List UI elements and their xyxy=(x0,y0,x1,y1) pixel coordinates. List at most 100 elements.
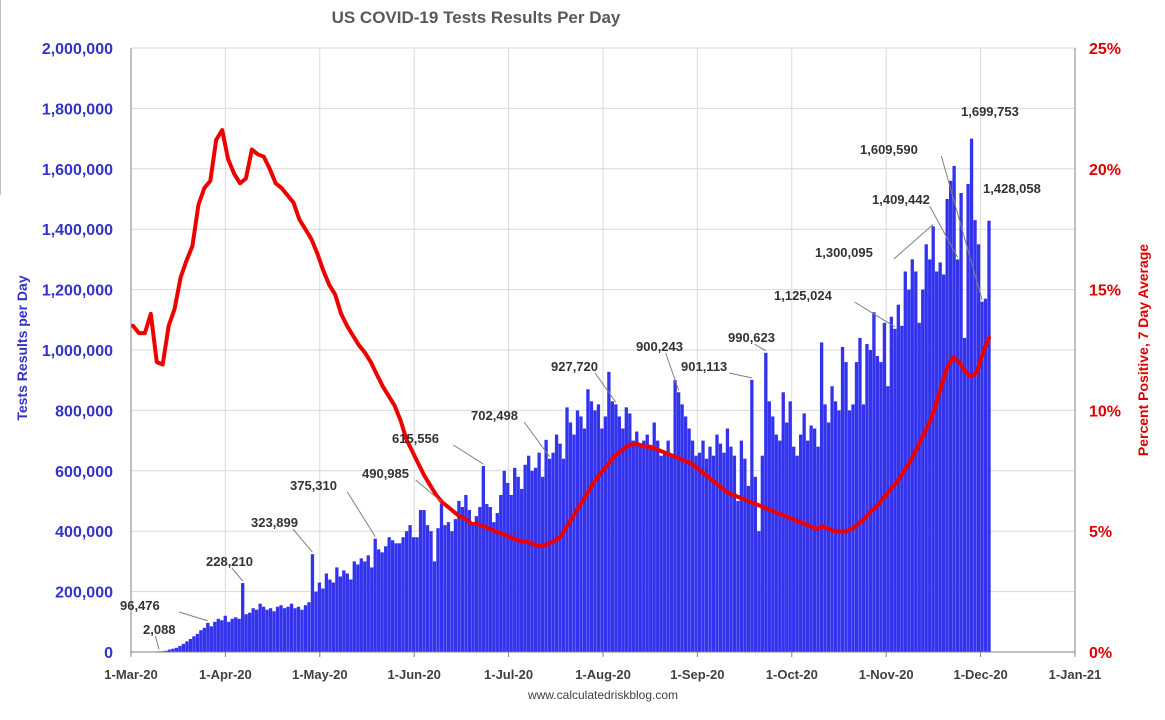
bar xyxy=(387,537,391,652)
y-tick-label: 0 xyxy=(104,645,113,662)
bar xyxy=(669,455,674,652)
x-tick-label: 1-Jun-20 xyxy=(387,667,440,682)
bar xyxy=(502,470,506,652)
bar xyxy=(774,434,778,652)
bar xyxy=(980,301,984,652)
bar xyxy=(952,165,956,653)
bar xyxy=(530,470,534,652)
bar xyxy=(788,401,792,652)
bar xyxy=(743,458,747,652)
x-tick-label: 1-Sep-20 xyxy=(670,667,724,682)
bar xyxy=(872,312,876,652)
bar xyxy=(603,416,608,652)
bar xyxy=(254,609,259,652)
bar xyxy=(418,510,423,652)
x-tick-label: 1-Jul-20 xyxy=(484,667,533,682)
annotation-label: 1,609,590 xyxy=(860,142,918,157)
bar xyxy=(628,413,632,652)
bar xyxy=(551,452,555,652)
bar xyxy=(195,633,200,652)
y-tick-label: 1,200,000 xyxy=(42,283,113,300)
bar xyxy=(432,561,437,652)
bar xyxy=(969,138,974,653)
bar xyxy=(268,608,273,652)
bar xyxy=(596,404,601,652)
y-tick-label: 1,400,000 xyxy=(42,222,113,239)
bar xyxy=(261,606,266,652)
annotation-label: 323,899 xyxy=(251,515,298,530)
bar xyxy=(987,220,991,652)
bar xyxy=(572,434,576,652)
bar xyxy=(310,554,315,652)
bar xyxy=(227,621,231,652)
bar xyxy=(614,404,618,652)
x-tick-label: 1-Jan-21 xyxy=(1049,667,1102,682)
bar xyxy=(474,516,479,652)
annotation-label: 1,300,095 xyxy=(815,245,873,260)
annotation-leader xyxy=(346,491,376,537)
bar xyxy=(380,552,384,652)
bar xyxy=(248,612,252,652)
bar xyxy=(771,416,775,652)
bar xyxy=(384,546,388,652)
bar xyxy=(464,494,468,652)
bar xyxy=(513,467,517,652)
bar xyxy=(171,648,175,652)
bar xyxy=(809,425,813,652)
bar xyxy=(882,322,887,652)
bar xyxy=(805,440,810,652)
y2-tick-label: 5% xyxy=(1089,524,1112,541)
bar xyxy=(819,342,824,652)
annotation-label: 927,720 xyxy=(551,359,598,374)
bar xyxy=(750,379,754,652)
bar xyxy=(767,401,771,652)
annotation-label: 901,113 xyxy=(681,359,727,374)
bar xyxy=(275,606,280,652)
bar xyxy=(600,428,604,652)
annotation-label: 375,310 xyxy=(290,478,337,493)
bar xyxy=(443,525,447,652)
annotation-leader xyxy=(665,352,680,391)
bar xyxy=(181,643,186,652)
bar xyxy=(893,328,897,652)
bar xyxy=(854,362,859,652)
bar xyxy=(830,386,834,652)
chart-title: US COVID-19 Tests Results Per Day xyxy=(332,8,621,27)
bar xyxy=(826,422,831,652)
bar xyxy=(307,602,311,652)
bar xyxy=(732,455,737,652)
bar xyxy=(903,271,907,652)
bar xyxy=(363,561,367,652)
bar xyxy=(638,443,642,652)
bar xyxy=(889,316,894,652)
y2-tick-label: 0% xyxy=(1089,645,1112,662)
annotation-leader xyxy=(728,372,752,379)
bar xyxy=(900,325,904,652)
x-tick-label: 1-Apr-20 xyxy=(199,667,252,682)
bar xyxy=(948,180,953,652)
annotation-label: 1,125,024 xyxy=(774,288,833,303)
y-tick-label: 1,800,000 xyxy=(42,101,113,118)
annotation-label: 490,985 xyxy=(362,466,409,481)
bar xyxy=(959,192,963,652)
bar xyxy=(624,407,628,652)
annotation-leader xyxy=(854,301,896,328)
bar xyxy=(554,434,559,652)
bar xyxy=(704,458,709,652)
bar xyxy=(471,525,475,652)
bar xyxy=(962,337,967,652)
bar xyxy=(659,455,663,652)
y2-tick-label: 25% xyxy=(1089,41,1121,58)
bar xyxy=(446,522,451,652)
bar xyxy=(373,538,377,652)
bar xyxy=(335,567,339,652)
annotation-label: 1,699,753 xyxy=(961,104,1019,119)
bar xyxy=(206,622,210,652)
bar xyxy=(631,440,635,652)
bar xyxy=(575,410,580,652)
annotation-leader xyxy=(178,611,208,622)
bar xyxy=(216,618,220,652)
x-tick-label: 1-Mar-20 xyxy=(104,667,157,682)
annotation-label: 900,243 xyxy=(636,339,683,354)
x-tick-label: 1-Dec-20 xyxy=(953,667,1007,682)
